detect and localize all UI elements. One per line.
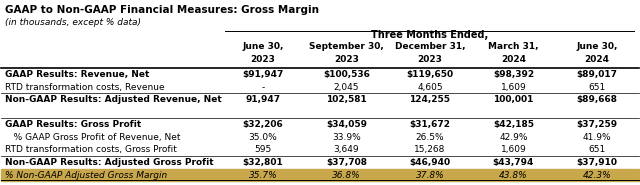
Text: $37,910: $37,910	[577, 158, 618, 167]
Text: 37.8%: 37.8%	[415, 171, 444, 180]
Text: 42.3%: 42.3%	[582, 171, 611, 180]
Text: $32,206: $32,206	[243, 120, 284, 129]
Text: 1,609: 1,609	[500, 83, 526, 92]
Text: $34,059: $34,059	[326, 120, 367, 129]
Text: Three Months Ended,: Three Months Ended,	[371, 30, 488, 40]
Text: % Non-GAAP Adjusted Gross Margin: % Non-GAAP Adjusted Gross Margin	[4, 171, 167, 180]
Text: $43,794: $43,794	[493, 158, 534, 167]
Text: $89,668: $89,668	[577, 95, 618, 104]
Text: 35.0%: 35.0%	[248, 133, 277, 142]
Text: 35.7%: 35.7%	[249, 171, 277, 180]
Text: 2023: 2023	[250, 55, 275, 64]
Text: 15,268: 15,268	[414, 145, 445, 154]
Text: September 30,: September 30,	[309, 42, 384, 51]
Text: -: -	[261, 83, 264, 92]
Text: GAAP Results: Gross Profit: GAAP Results: Gross Profit	[4, 120, 141, 129]
Text: 2023: 2023	[417, 55, 442, 64]
Text: $98,392: $98,392	[493, 70, 534, 79]
Text: 2023: 2023	[334, 55, 359, 64]
Text: March 31,: March 31,	[488, 42, 539, 51]
Text: $42,185: $42,185	[493, 120, 534, 129]
Text: Non-GAAP Results: Adjusted Revenue, Net: Non-GAAP Results: Adjusted Revenue, Net	[4, 95, 221, 104]
Text: 124,255: 124,255	[410, 95, 451, 104]
Text: June 30,: June 30,	[576, 42, 618, 51]
Text: GAAP to Non-GAAP Financial Measures: Gross Margin: GAAP to Non-GAAP Financial Measures: Gro…	[4, 5, 319, 15]
Text: 102,581: 102,581	[326, 95, 367, 104]
Text: 651: 651	[588, 145, 605, 154]
Text: GAAP Results: Revenue, Net: GAAP Results: Revenue, Net	[4, 70, 149, 79]
Text: 651: 651	[588, 83, 605, 92]
Text: 2,045: 2,045	[333, 83, 359, 92]
Text: 100,001: 100,001	[493, 95, 534, 104]
Text: $37,708: $37,708	[326, 158, 367, 167]
Text: 595: 595	[254, 145, 271, 154]
Text: 42.9%: 42.9%	[499, 133, 527, 142]
Text: 91,947: 91,947	[245, 95, 280, 104]
Text: $91,947: $91,947	[243, 70, 284, 79]
Text: $100,536: $100,536	[323, 70, 370, 79]
Text: 4,605: 4,605	[417, 83, 443, 92]
Text: % GAAP Gross Profit of Revenue, Net: % GAAP Gross Profit of Revenue, Net	[4, 133, 180, 142]
Text: $46,940: $46,940	[410, 158, 451, 167]
Text: 2024: 2024	[501, 55, 526, 64]
Text: June 30,: June 30,	[243, 42, 284, 51]
Text: RTD transformation costs, Gross Profit: RTD transformation costs, Gross Profit	[4, 145, 177, 154]
Text: $31,672: $31,672	[410, 120, 451, 129]
Bar	[1, 169, 639, 181]
Text: 43.8%: 43.8%	[499, 171, 528, 180]
Text: RTD transformation costs, Revenue: RTD transformation costs, Revenue	[4, 83, 164, 92]
Text: 3,649: 3,649	[333, 145, 359, 154]
Text: 33.9%: 33.9%	[332, 133, 361, 142]
Text: Non-GAAP Results: Adjusted Gross Profit: Non-GAAP Results: Adjusted Gross Profit	[4, 158, 213, 167]
Text: $89,017: $89,017	[577, 70, 618, 79]
Text: 26.5%: 26.5%	[415, 133, 444, 142]
Text: 41.9%: 41.9%	[582, 133, 611, 142]
Text: 36.8%: 36.8%	[332, 171, 361, 180]
Text: 2024: 2024	[584, 55, 609, 64]
Text: 1,609: 1,609	[500, 145, 526, 154]
Text: (in thousands, except % data): (in thousands, except % data)	[4, 18, 141, 27]
Text: $119,650: $119,650	[406, 70, 454, 79]
Text: $32,801: $32,801	[243, 158, 284, 167]
Text: December 31,: December 31,	[395, 42, 465, 51]
Text: $37,259: $37,259	[576, 120, 618, 129]
